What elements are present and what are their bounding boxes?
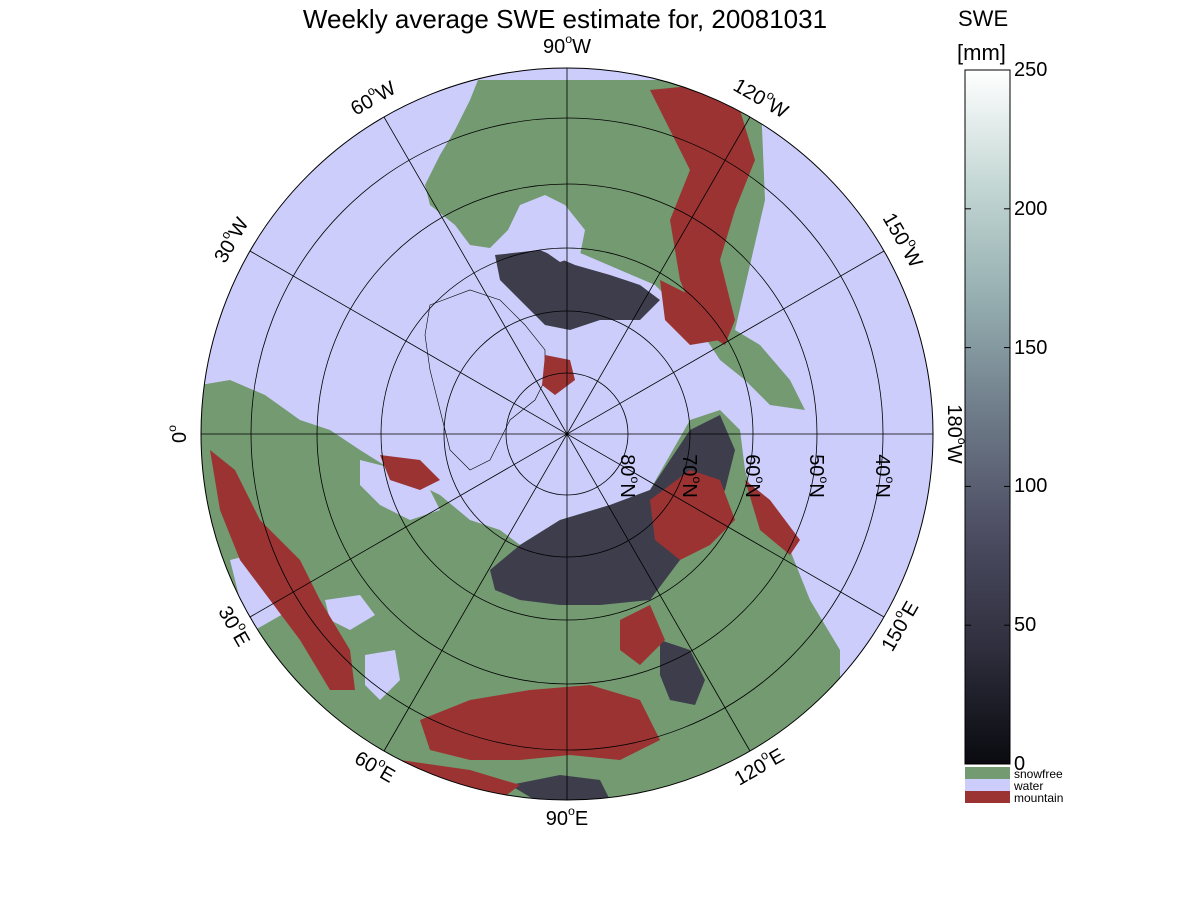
himalaya-snow: [510, 775, 610, 800]
legend-label-mountain: mountain: [1014, 791, 1064, 805]
scandinavia-mountain: [380, 455, 440, 490]
central-asia-mountain: [420, 685, 660, 760]
colorbar-tick-label: 0: [1014, 753, 1026, 775]
alaska: [700, 330, 805, 410]
arctic-islands: [495, 250, 660, 330]
siberia-snow: [490, 415, 735, 605]
colorbar-unit: [mm]: [957, 40, 1006, 65]
central-asia-snow: [660, 640, 705, 705]
legend-swatch-water: [965, 779, 1010, 791]
legend-swatch-mountain: [965, 791, 1010, 803]
latitude-label-80n: 80oN: [616, 454, 642, 498]
hudson-bay: [520, 195, 585, 262]
baltic-sea: [360, 460, 440, 520]
longitude-label-0: 0o: [165, 425, 191, 443]
graticule: [200, 67, 934, 801]
colorbar-tick-label: 200: [1014, 197, 1048, 220]
longitude-label-90e: 90oE: [546, 804, 589, 830]
colorbar-tick-label: 100: [1014, 475, 1048, 498]
latitude-label-60n: 60oN: [741, 454, 767, 498]
colorbar-categories: [965, 767, 1010, 803]
rockies-mountain: [650, 85, 755, 345]
greenland: [424, 289, 546, 471]
kamchatka-mountain: [745, 480, 800, 555]
colorbar-tick-label: 150: [1014, 336, 1048, 359]
colorbar-tick-label: 250: [1014, 59, 1048, 81]
longitude-label-180w: 180oW: [943, 404, 969, 463]
latitude-label-40n: 40oN: [871, 454, 897, 498]
colorbar-tick-label: 50: [1014, 614, 1037, 637]
east-siberia-mountain: [650, 470, 735, 560]
latitude-label-70n: 70oN: [678, 454, 704, 498]
meridian-150w-30e: [249, 250, 885, 618]
longitude-label-90w: 90oW: [543, 32, 591, 58]
caspian-sea: [365, 650, 400, 700]
latitude-label-50n: 50oN: [805, 454, 831, 498]
legend-label-water: water: [1014, 779, 1044, 793]
legend-swatch-snowfree: [965, 767, 1010, 779]
colorbar-gradient: [964, 69, 1011, 765]
legend-label-snowfree: snowfree: [1014, 767, 1063, 781]
latitude-labels: 80oN 70oN 60oN 50oN 40oN: [616, 454, 897, 498]
colorbar-ticks: [965, 69, 1010, 765]
chart-title: Weekly average SWE estimate for, 2008103…: [302, 4, 828, 34]
alaska-mountain: [660, 280, 720, 345]
east-asia-mountain: [620, 605, 665, 665]
black-sea: [325, 595, 375, 630]
colorbar-title: SWE: [958, 6, 1009, 31]
